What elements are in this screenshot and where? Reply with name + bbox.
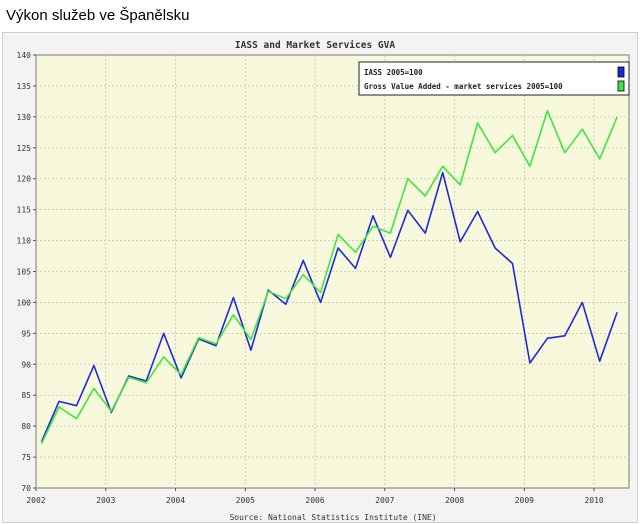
y-tick-label: 95 [21, 329, 31, 338]
y-tick-label: 70 [21, 484, 31, 493]
legend-box [358, 61, 630, 96]
x-tick-label: 2008 [445, 496, 464, 505]
legend-label-iass: IASS 2005=100 [364, 68, 423, 77]
legend: IASS 2005=100 Gross Value Added - market… [358, 61, 630, 96]
y-tick-label: 100 [17, 298, 32, 307]
y-tick-label: 105 [17, 268, 32, 277]
y-tick-label: 85 [21, 391, 31, 400]
line-chart: 70 75 80 85 90 95 100 105 110 115 120 125 130 135 140 2… [17, 40, 630, 522]
grid-lines [36, 55, 629, 488]
chart-title: IASS and Market Services GVA [235, 40, 395, 51]
legend-swatch-iass [617, 66, 625, 78]
x-tick-label: 2010 [584, 496, 603, 505]
page-heading: Výkon služeb ve Španělsku [6, 7, 190, 24]
x-tick-label: 2006 [305, 496, 324, 505]
x-tick-label: 2005 [236, 496, 255, 505]
chart-frame: 70 75 80 85 90 95 100 105 110 115 120 125 130 135 140 2… [2, 32, 638, 523]
chart-source: Source: National Statistics Institute (I… [229, 513, 436, 522]
legend-label-gva: Gross Value Added - market services 2005… [364, 82, 563, 91]
y-tick-label: 125 [17, 144, 32, 153]
y-tick-label: 90 [21, 360, 31, 369]
axis-ticks: 70 75 80 85 90 95 100 105 110 115 120 125 130 135 140 2… [17, 51, 604, 505]
y-tick-label: 80 [21, 422, 31, 431]
series-line-0 [40, 171, 618, 442]
x-tick-label: 2007 [375, 496, 394, 505]
y-tick-label: 130 [17, 113, 32, 122]
x-tick-label: 2002 [26, 496, 45, 505]
y-tick-label: 120 [17, 175, 32, 184]
legend-swatch-gva [617, 80, 625, 92]
x-tick-label: 2003 [96, 496, 115, 505]
y-tick-label: 135 [17, 82, 32, 91]
y-tick-label: 75 [21, 453, 31, 462]
y-tick-label: 110 [17, 237, 32, 246]
x-tick-label: 2004 [166, 496, 185, 505]
y-tick-label: 140 [17, 51, 32, 60]
series-lines [40, 109, 618, 444]
series-line-1 [40, 109, 618, 444]
y-tick-label: 115 [17, 206, 32, 215]
x-tick-label: 2009 [515, 496, 534, 505]
